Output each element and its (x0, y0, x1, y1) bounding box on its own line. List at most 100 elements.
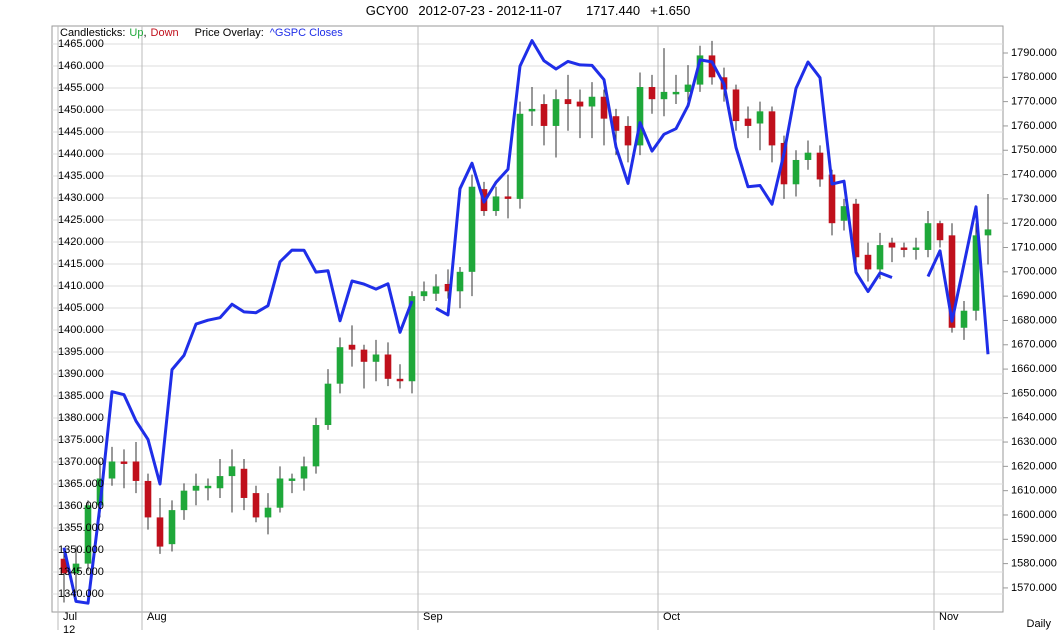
candle-body (888, 242, 896, 248)
candle-body (72, 563, 80, 574)
x-tick-label: Oct (663, 611, 680, 623)
candle-body (396, 378, 404, 382)
candle-body (516, 113, 524, 199)
legend-overlay: ^GSPC Closes (270, 27, 344, 39)
candle-body (360, 349, 368, 362)
candle-body (180, 490, 188, 511)
y2-tick-label: 1650.000 (1011, 387, 1057, 399)
y2-tick-label: 1780.000 (1011, 71, 1057, 83)
candle-body (456, 271, 464, 292)
candle-body (948, 235, 956, 328)
y2-tick-label: 1660.000 (1011, 363, 1057, 375)
y-tick-label: 1410.000 (58, 280, 104, 292)
candle-body (924, 223, 932, 250)
x-tick-label: Nov (939, 611, 959, 623)
y-tick-label: 1450.000 (58, 104, 104, 116)
y-tick-label: 1365.000 (58, 478, 104, 490)
candle-body (372, 354, 380, 362)
y2-tick-label: 1760.000 (1011, 120, 1057, 132)
candle-body (852, 203, 860, 258)
candle-body (300, 466, 308, 479)
candle-body (780, 142, 788, 185)
candle-body (504, 196, 512, 199)
candle-body (588, 96, 596, 107)
candle-body (444, 283, 452, 292)
x-tick-label: Sep (423, 611, 443, 623)
candle-body (732, 89, 740, 122)
y2-tick-label: 1590.000 (1011, 533, 1057, 545)
y-tick-label: 1340.000 (58, 588, 104, 600)
y2-tick-label: 1680.000 (1011, 314, 1057, 326)
y2-tick-label: 1770.000 (1011, 96, 1057, 108)
y2-tick-label: 1700.000 (1011, 266, 1057, 278)
y2-tick-label: 1640.000 (1011, 412, 1057, 424)
x-tick-label: Aug (147, 611, 167, 623)
year-label: 12 (63, 624, 75, 636)
y-tick-label: 1455.000 (58, 82, 104, 94)
y-tick-label: 1440.000 (58, 148, 104, 160)
candle-body (552, 99, 560, 126)
header: GCY00 2012-07-23 - 2012-11-07 1717.440 +1.6… (366, 3, 691, 18)
legend-label: Price Overlay: (195, 27, 264, 39)
y-tick-label: 1415.000 (58, 258, 104, 270)
candle-body (708, 55, 716, 78)
candle-body (792, 159, 800, 185)
y-tick-label: 1465.000 (58, 38, 104, 50)
y-tick-label: 1395.000 (58, 346, 104, 358)
candle-body (600, 96, 608, 119)
candle-body (384, 354, 392, 379)
y-tick-label: 1390.000 (58, 368, 104, 380)
y2-tick-label: 1620.000 (1011, 460, 1057, 472)
y-tick-label: 1420.000 (58, 236, 104, 248)
candle-body (876, 245, 884, 270)
plot-frame (51, 25, 1004, 613)
candle-body (984, 229, 992, 236)
legend: Candlesticks: Up, Down Price Overlay: ^GSPC … (60, 27, 343, 39)
overlay-line (435, 39, 893, 317)
candle-body (576, 101, 584, 107)
y2-tick-label: 1570.000 (1011, 582, 1057, 594)
candle-body (156, 517, 164, 547)
candle-body (132, 461, 140, 481)
overlay-line (62, 248, 414, 605)
candle-body (288, 478, 296, 481)
candle-body (684, 84, 692, 92)
y-tick-label: 1460.000 (58, 60, 104, 72)
y-tick-label: 1400.000 (58, 324, 104, 336)
y-tick-label: 1405.000 (58, 302, 104, 314)
y2-tick-label: 1690.000 (1011, 290, 1057, 302)
candle-body (912, 247, 920, 250)
candle-body (768, 111, 776, 146)
candle-body (144, 480, 152, 518)
x-tick-label: Jul (63, 611, 77, 623)
candle-body (960, 310, 968, 328)
y2-tick-label: 1610.000 (1011, 485, 1057, 497)
candle-body (624, 125, 632, 146)
legend-down: Down (151, 27, 179, 39)
y-tick-label: 1385.000 (58, 390, 104, 402)
candle-body (816, 152, 824, 180)
candle-body (660, 91, 668, 100)
candle-body (672, 91, 680, 95)
candle-body (84, 505, 92, 564)
candle-body (756, 111, 764, 124)
candle-body (192, 485, 200, 491)
marks (60, 39, 992, 605)
y-tick-label: 1445.000 (58, 126, 104, 138)
y2-tick-label: 1730.000 (1011, 193, 1057, 205)
candle-body (408, 296, 416, 382)
candle-body (744, 118, 752, 126)
candle-body (540, 104, 548, 126)
candle-body (528, 108, 536, 112)
y2-tick-label: 1740.000 (1011, 168, 1057, 180)
candle-body (840, 206, 848, 221)
y2-tick-label: 1670.000 (1011, 339, 1057, 351)
symbol: GCY00 (366, 3, 409, 18)
y2-tick-label: 1710.000 (1011, 241, 1057, 253)
y-tick-label: 1350.000 (58, 544, 104, 556)
candle-body (936, 223, 944, 241)
y-tick-label: 1425.000 (58, 214, 104, 226)
y-tick-label: 1370.000 (58, 456, 104, 468)
